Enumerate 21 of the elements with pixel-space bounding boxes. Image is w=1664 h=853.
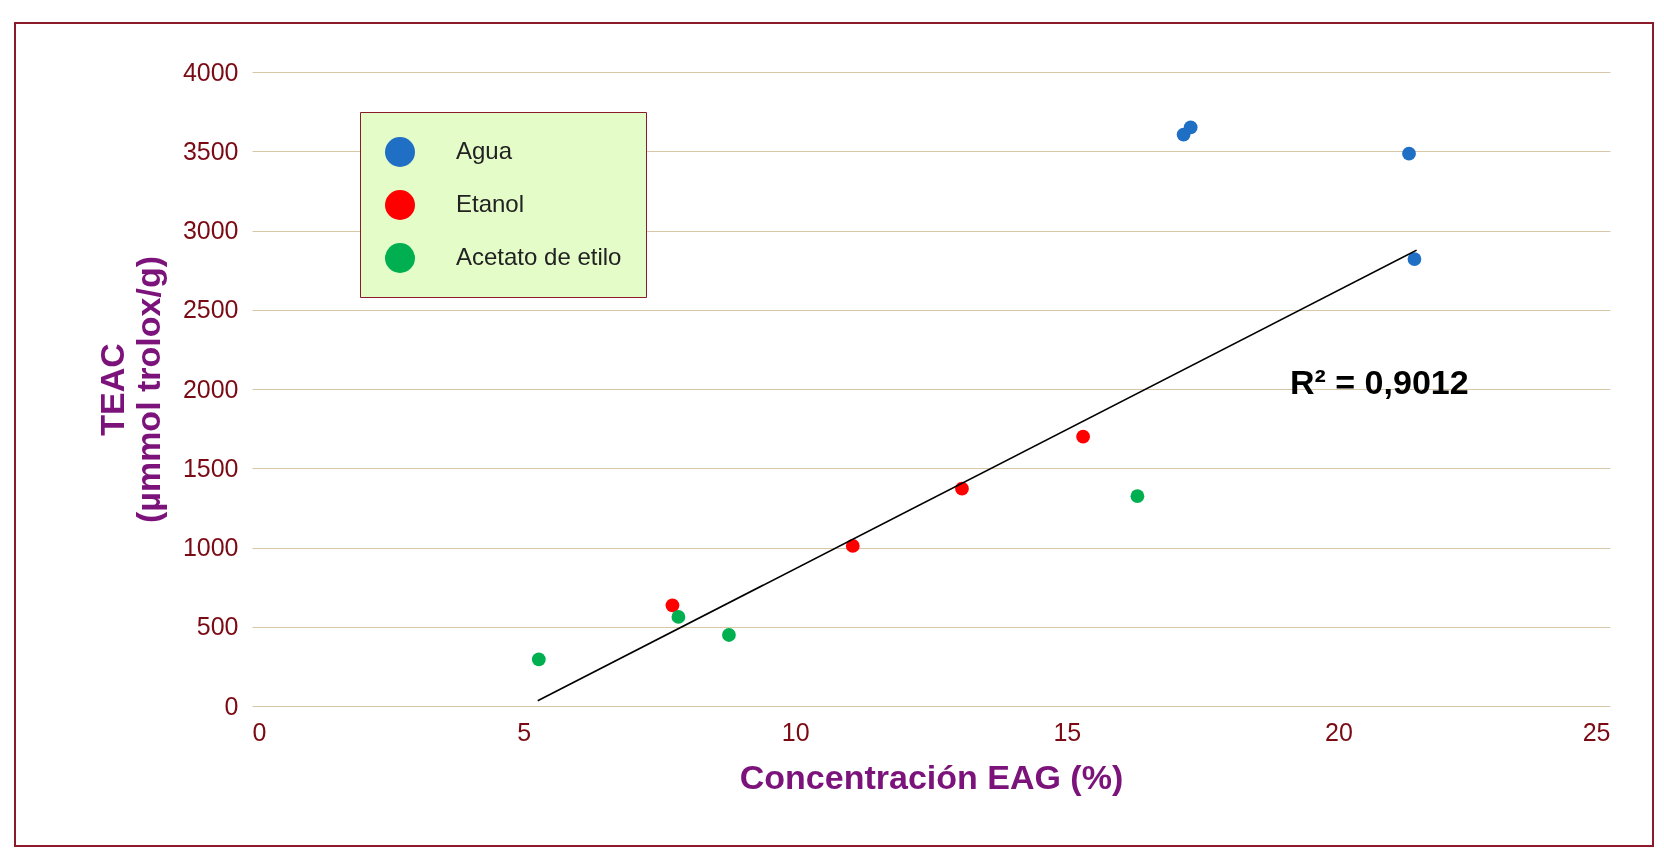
x-tick-label: 5 xyxy=(517,717,532,746)
x-tick-label: 25 xyxy=(1582,717,1611,746)
y-tick-label: 0 xyxy=(224,691,239,720)
x-tick-label: 15 xyxy=(1053,717,1082,746)
y-tick-label: 2000 xyxy=(182,374,239,403)
legend-label: Acetato de etilo xyxy=(456,243,622,270)
y-tick-label: 2500 xyxy=(182,295,239,324)
legend-label: Agua xyxy=(456,137,513,164)
legend-label: Etanol xyxy=(456,190,525,217)
y-axis-title: TEAC (µmmol trolox/g) xyxy=(92,255,167,524)
x-axis-title: Concentración EAG (%) xyxy=(739,757,1124,796)
y-tick-label: 3000 xyxy=(182,216,239,244)
annotation: R² = 0,9012 xyxy=(1290,363,1469,401)
y-tick-label: 500 xyxy=(196,612,239,641)
x-tick-label: 0 xyxy=(252,717,267,746)
x-tick-label: 10 xyxy=(781,717,810,746)
y-tick-label: 3500 xyxy=(182,136,239,165)
y-tick-label: 4000 xyxy=(182,57,239,86)
y-tick-label: 1500 xyxy=(182,453,239,482)
y-tick-label: 1000 xyxy=(182,533,239,561)
x-tick-label: 20 xyxy=(1324,717,1353,746)
